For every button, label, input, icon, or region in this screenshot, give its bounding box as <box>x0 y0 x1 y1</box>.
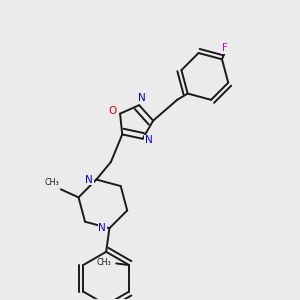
Text: N: N <box>145 135 153 146</box>
Text: N: N <box>85 175 93 184</box>
Text: CH₃: CH₃ <box>97 258 111 267</box>
Text: O: O <box>109 106 117 116</box>
Text: N: N <box>138 93 146 103</box>
Text: N: N <box>98 223 106 233</box>
Text: CH₃: CH₃ <box>44 178 59 188</box>
Text: F: F <box>222 43 228 53</box>
